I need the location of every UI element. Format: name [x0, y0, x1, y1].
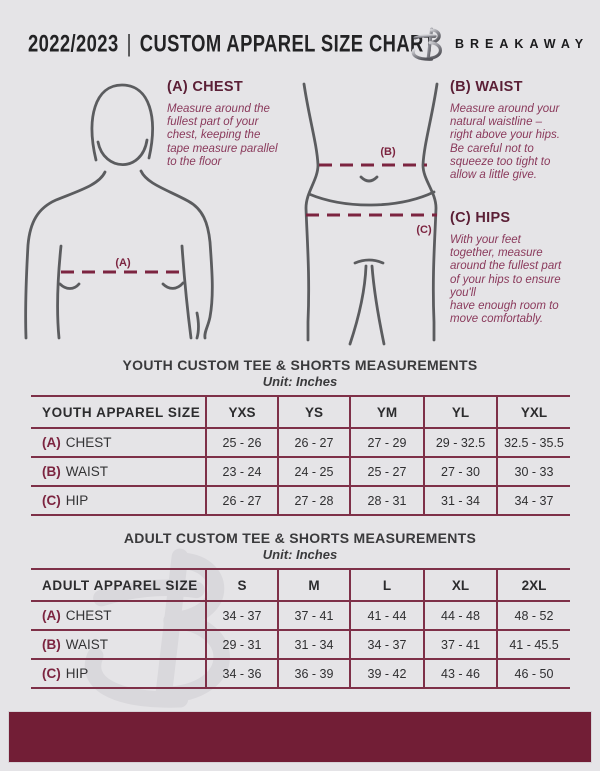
table-cell: 48 - 52 — [496, 600, 570, 631]
table-cell: 26 - 27 — [277, 427, 350, 458]
adult-hip-label: (C) HIP — [31, 658, 206, 689]
hips-guide: (C) HIPS With your feet together, measur… — [450, 210, 590, 326]
adult-axis-header: ADULT APPAREL SIZE — [31, 568, 206, 602]
table-cell: 27 - 29 — [349, 427, 424, 458]
adult-hip-row: (C) HIP 34 - 36 36 - 39 39 - 42 43 - 46 4… — [31, 658, 570, 689]
adult-section-title: ADULT CUSTOM TEE & SHORTS MEASUREMENTS — [123, 530, 477, 546]
chest-marker-label: (A) — [115, 257, 131, 269]
row-label: WAIST — [65, 464, 108, 479]
hips-marker-label: (C) — [416, 224, 432, 236]
adult-section-unit: Unit: Inches — [262, 547, 338, 562]
adult-size-l: L — [349, 568, 424, 602]
row-label: CHEST — [65, 435, 112, 450]
adult-table-header-row: ADULT APPAREL SIZE S M L XL 2XL — [31, 568, 570, 602]
table-cell: 27 - 30 — [423, 456, 497, 487]
table-cell: 29 - 31 — [205, 629, 278, 660]
table-cell: 43 - 46 — [423, 658, 497, 689]
table-cell: 36 - 39 — [277, 658, 350, 689]
youth-section-unit: Unit: Inches — [262, 374, 338, 389]
adult-size-xl: XL — [423, 568, 497, 602]
row-prefix: (B) — [42, 464, 61, 479]
table-cell: 41 - 45.5 — [496, 629, 570, 660]
waist-guide: (B) WAIST Measure around your natural wa… — [450, 79, 582, 182]
row-prefix: (C) — [42, 666, 61, 681]
row-label: CHEST — [65, 608, 112, 623]
table-cell: 24 - 25 — [277, 456, 350, 487]
waist-guide-text: Measure around your natural waistline – … — [450, 103, 560, 182]
youth-hip-row: (C) HIP 26 - 27 27 - 28 28 - 31 31 - 34 3… — [31, 485, 570, 516]
chest-guide-text: Measure around the fullest part of your … — [167, 103, 278, 168]
row-label: WAIST — [65, 637, 108, 652]
table-cell: 44 - 48 — [423, 600, 497, 631]
table-cell: 34 - 37 — [496, 485, 570, 516]
youth-size-yxs: YXS — [205, 395, 278, 429]
chest-guide: (A) CHEST Measure around the fullest par… — [167, 79, 317, 169]
lower-torso-figure — [302, 82, 439, 346]
table-cell: 34 - 36 — [205, 658, 278, 689]
row-prefix: (A) — [42, 608, 61, 623]
adult-chest-row: (A) CHEST 34 - 37 37 - 41 41 - 44 44 - 48… — [31, 600, 570, 631]
table-cell: 28 - 31 — [349, 485, 424, 516]
adult-waist-row: (B) WAIST 29 - 31 31 - 34 34 - 37 37 - 41… — [31, 629, 570, 660]
youth-waist-row: (B) WAIST 23 - 24 24 - 25 25 - 27 27 - 30… — [31, 456, 570, 487]
page-title: CUSTOM APPAREL SIZE CHART — [139, 29, 436, 57]
youth-hip-label: (C) HIP — [31, 485, 206, 516]
row-prefix: (C) — [42, 493, 61, 508]
table-cell: 25 - 27 — [349, 456, 424, 487]
adult-size-2xl: 2XL — [496, 568, 570, 602]
youth-chest-row: (A) CHEST 25 - 26 26 - 27 27 - 29 29 - 32… — [31, 427, 570, 458]
table-cell: 34 - 37 — [349, 629, 424, 660]
table-cell: 37 - 41 — [277, 600, 350, 631]
youth-table-header-row: YOUTH APPAREL SIZE YXS YS YM YL YXL — [31, 395, 570, 429]
adult-size-s: S — [205, 568, 278, 602]
table-cell: 30 - 33 — [496, 456, 570, 487]
table-cell: 32.5 - 35.5 — [496, 427, 570, 458]
measurement-figures: (A) (B) (C) — [24, 82, 439, 346]
youth-waist-label: (B) WAIST — [31, 456, 206, 487]
brand-name: BREAKAWAY — [455, 37, 590, 51]
waist-marker-label: (B) — [380, 146, 396, 158]
table-cell: 34 - 37 — [205, 600, 278, 631]
season-label: 2022/2023 — [28, 29, 119, 57]
waist-guide-heading: (B) WAIST — [450, 79, 523, 95]
hips-guide-heading: (C) HIPS — [450, 210, 511, 226]
header-title-line: 2022/2023 | CUSTOM APPAREL SIZE CHART — [28, 29, 435, 57]
table-cell: 37 - 41 — [423, 629, 497, 660]
row-prefix: (B) — [42, 637, 61, 652]
table-cell: 29 - 32.5 — [423, 427, 497, 458]
adult-size-m: M — [277, 568, 350, 602]
row-label: HIP — [65, 666, 89, 681]
table-cell: 39 - 42 — [349, 658, 424, 689]
youth-size-ys: YS — [277, 395, 350, 429]
table-cell: 31 - 34 — [423, 485, 497, 516]
youth-chest-label: (A) CHEST — [31, 427, 206, 458]
youth-section-title: YOUTH CUSTOM TEE & SHORTS MEASUREMENTS — [122, 357, 478, 373]
table-cell: 27 - 28 — [277, 485, 350, 516]
table-cell: 46 - 50 — [496, 658, 570, 689]
hips-guide-text: With your feet together, measure around … — [450, 234, 562, 326]
youth-axis-header: YOUTH APPAREL SIZE — [31, 395, 206, 429]
table-cell: 23 - 24 — [205, 456, 278, 487]
table-cell: 25 - 26 — [205, 427, 278, 458]
table-cell: 31 - 34 — [277, 629, 350, 660]
header-divider: | — [126, 29, 132, 57]
page-header: 2022/2023 | CUSTOM APPAREL SIZE CHART — [28, 29, 537, 57]
table-cell: 26 - 27 — [205, 485, 278, 516]
youth-size-yxl: YXL — [496, 395, 570, 429]
adult-size-table: ADULT APPAREL SIZE S M L XL 2XL (A) CHEST… — [31, 568, 570, 689]
adult-chest-label: (A) CHEST — [31, 600, 206, 631]
youth-size-table: YOUTH APPAREL SIZE YXS YS YM YL YXL (A) C… — [31, 395, 570, 516]
chest-guide-heading: (A) CHEST — [167, 79, 243, 95]
row-label: HIP — [65, 493, 89, 508]
youth-size-ym: YM — [349, 395, 424, 429]
row-prefix: (A) — [42, 435, 61, 450]
adult-waist-label: (B) WAIST — [31, 629, 206, 660]
breakaway-logo-icon — [411, 27, 442, 61]
table-cell: 41 - 44 — [349, 600, 424, 631]
footer-bar — [8, 711, 592, 763]
youth-size-yl: YL — [423, 395, 497, 429]
upper-torso-figure — [24, 83, 214, 340]
